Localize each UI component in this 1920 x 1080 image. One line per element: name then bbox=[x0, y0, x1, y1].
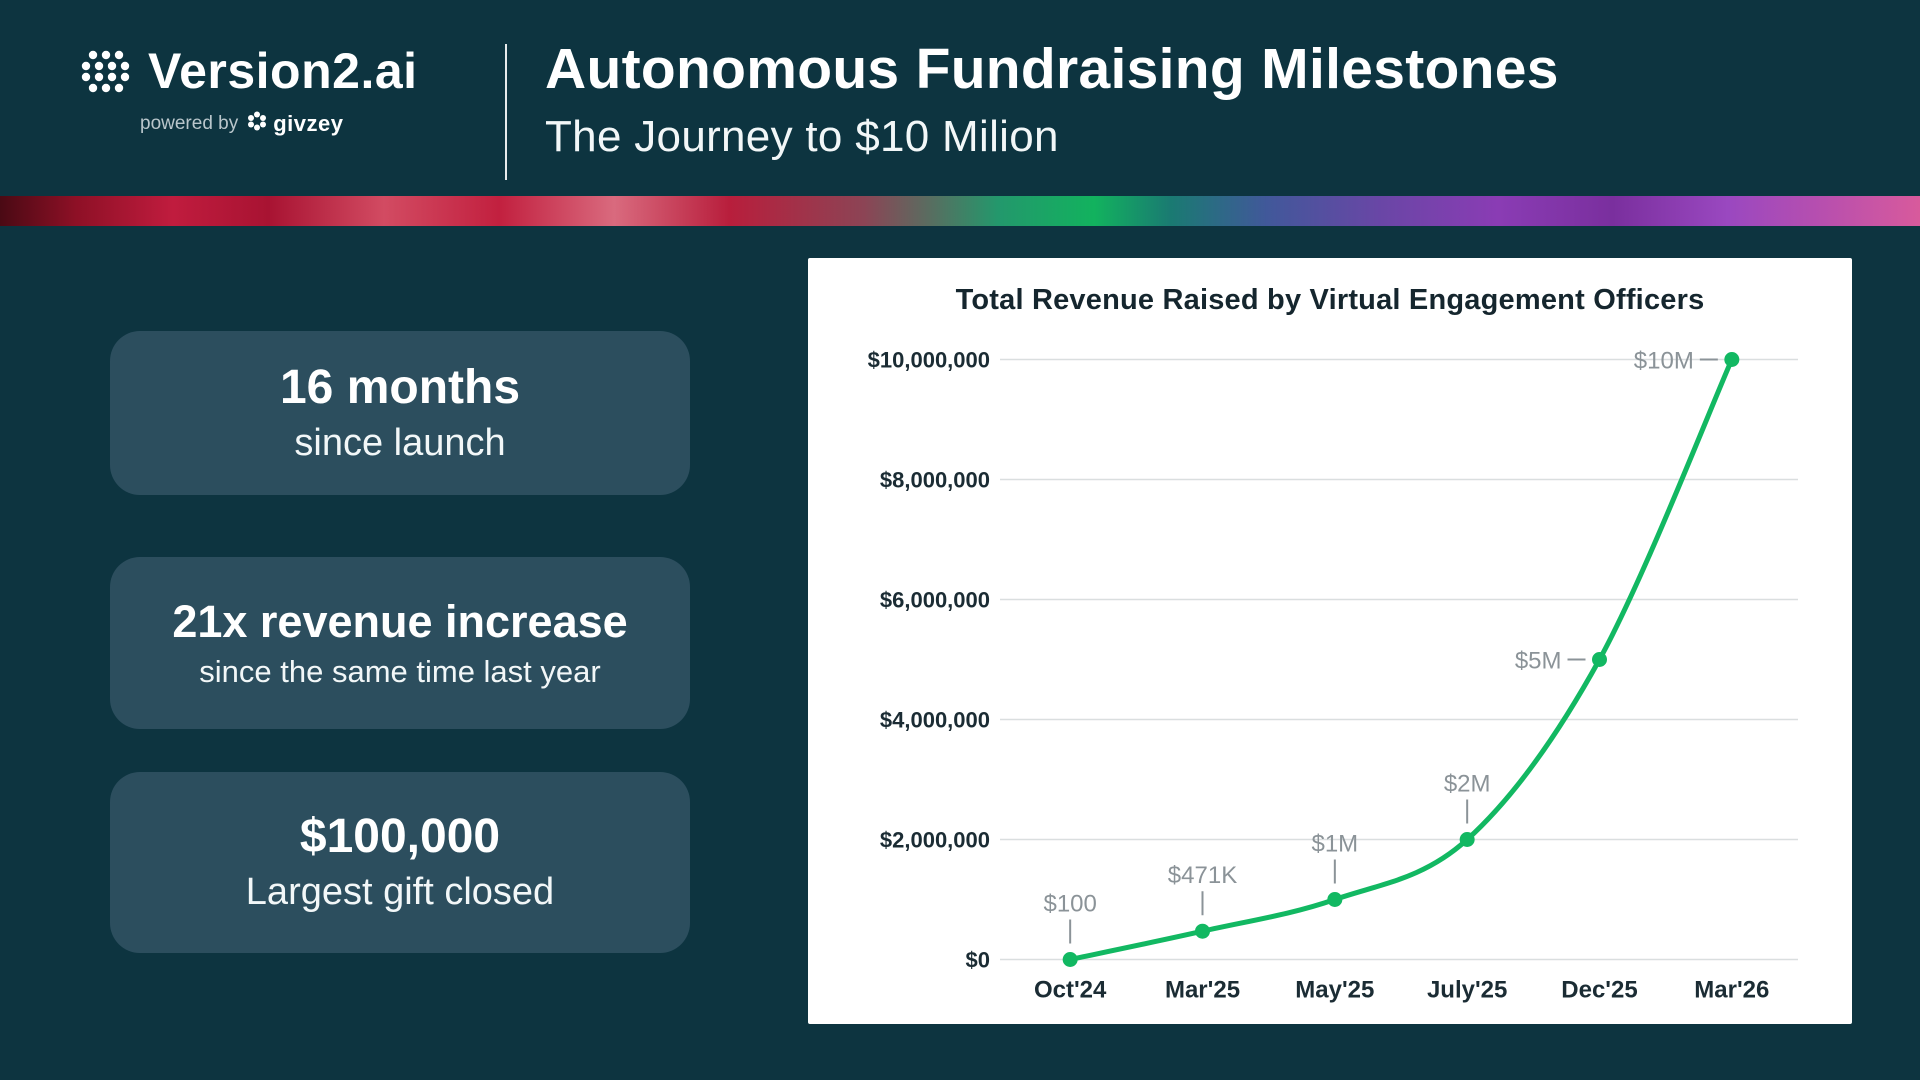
svg-text:Dec'25: Dec'25 bbox=[1561, 977, 1637, 1004]
header-divider bbox=[505, 44, 507, 180]
svg-text:$100: $100 bbox=[1043, 890, 1096, 917]
svg-text:Oct'24: Oct'24 bbox=[1034, 977, 1107, 1004]
revenue-line-chart: $0 $2,000,000 $4,000,000 $6,000,000 $8,000,0… bbox=[832, 323, 1828, 1014]
givzey-brand-name: givzey bbox=[273, 110, 344, 136]
svg-text:$10,000,000: $10,000,000 bbox=[868, 348, 990, 373]
brand-block: Version2.ai powered by bbox=[78, 42, 418, 137]
svg-text:$6,000,000: $6,000,000 bbox=[880, 588, 990, 613]
stat-card-revenue-increase: 21x revenue increase since the same time… bbox=[110, 557, 690, 729]
title-block: Autonomous Fundraising Milestones The Jo… bbox=[545, 36, 1559, 162]
svg-text:$0: $0 bbox=[966, 948, 990, 973]
stat-label: since launch bbox=[294, 421, 506, 464]
brand-name: Version2.ai bbox=[148, 43, 418, 99]
stat-label: Largest gift closed bbox=[245, 871, 555, 914]
powered-by-row: powered by bbox=[140, 110, 418, 137]
svg-text:$471K: $471K bbox=[1168, 862, 1237, 889]
givzey-flower-icon bbox=[246, 110, 268, 137]
decorative-watercolor-stripe bbox=[0, 196, 1920, 226]
chart-title: Total Revenue Raised by Virtual Engageme… bbox=[955, 284, 1705, 316]
svg-text:$5M: $5M bbox=[1515, 648, 1562, 675]
stat-value: $100,000 bbox=[299, 810, 501, 864]
svg-text:$8,000,000: $8,000,000 bbox=[880, 468, 990, 493]
svg-text:Mar'25: Mar'25 bbox=[1165, 977, 1240, 1004]
stat-card-months-since-launch: 16 months since launch bbox=[110, 331, 690, 495]
stat-value: 16 months bbox=[279, 360, 521, 414]
svg-text:July'25: July'25 bbox=[1427, 977, 1507, 1004]
stat-value: 21x revenue increase bbox=[172, 595, 628, 647]
chart-card: Total Revenue Raised by Virtual Engageme… bbox=[808, 258, 1852, 1024]
stat-card-largest-gift: $100,000 Largest gift closed bbox=[110, 772, 690, 953]
svg-text:$2,000,000: $2,000,000 bbox=[880, 828, 990, 853]
version2-logo-icon bbox=[78, 47, 134, 95]
page-subtitle: The Journey to $10 Milion bbox=[545, 112, 1059, 161]
stat-label: since the same time last year bbox=[199, 654, 601, 690]
svg-text:May'25: May'25 bbox=[1295, 977, 1374, 1004]
svg-text:$4,000,000: $4,000,000 bbox=[880, 708, 990, 733]
svg-text:Mar'26: Mar'26 bbox=[1694, 977, 1769, 1004]
page-title: Autonomous Fundraising Milestones bbox=[545, 37, 1559, 101]
header: Version2.ai powered by bbox=[0, 0, 1920, 196]
svg-text:$2M: $2M bbox=[1444, 771, 1491, 798]
svg-text:$1M: $1M bbox=[1311, 831, 1358, 858]
powered-by-text: powered by bbox=[140, 112, 239, 134]
svg-text:$10M: $10M bbox=[1634, 348, 1694, 375]
